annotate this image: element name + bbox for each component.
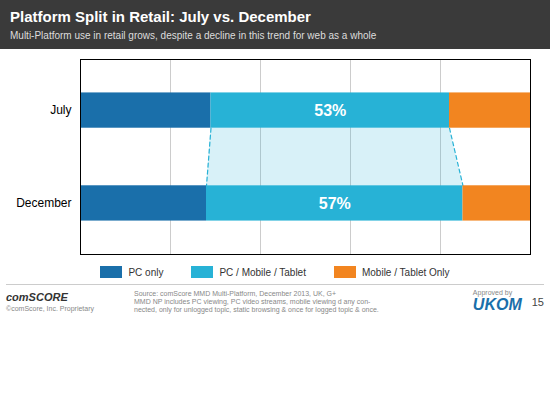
html-text:comSCORE: comSCORE [6,291,68,303]
html-text:UKOM: UKOM [472,296,522,313]
svg-text:57%: 57% [319,195,351,212]
svg-text:53%: 53% [314,102,346,119]
html-text:nected, only for unlogged topi: nected, only for unlogged topic, static … [134,306,379,313]
html-text:PC only: PC only [128,266,164,278]
html-text:PC / Mobile / Tablet: PC / Mobile / Tablet [219,266,306,278]
html-text:©comScore, Inc. Proprietary: ©comScore, Inc. Proprietary [6,305,94,312]
html-text:Approved by: Approved by [472,289,513,296]
svg-text:July: July [50,103,71,117]
html-text:Multi-Platform use in retail g: Multi-Platform use in retail grows, desp… [10,30,377,41]
svg-text:December: December [16,196,71,210]
html-text:15: 15 [531,295,544,308]
html-text:Mobile / Tablet Only: Mobile / Tablet Only [362,266,450,278]
html-text:Platform Split in Retail: July: Platform Split in Retail: July vs. Decem… [10,8,311,25]
html-text:MMD NP includes PC viewing, PC: MMD NP includes PC viewing, PC video str… [134,298,371,305]
html-text:Source: comScore MMD Multi-Pla: Source: comScore MMD Multi-Platform, Dec… [134,290,337,297]
